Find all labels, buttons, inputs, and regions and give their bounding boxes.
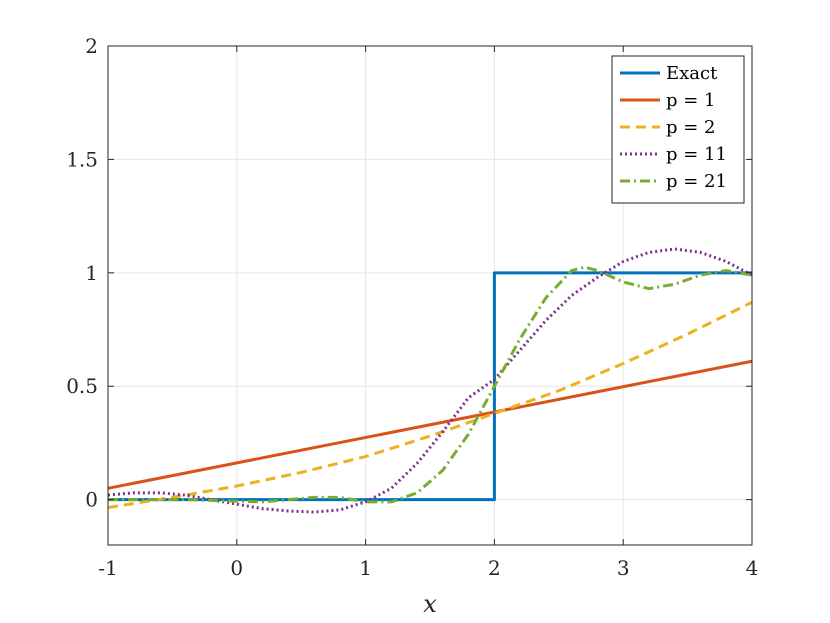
legend-label-0: Exact	[666, 63, 718, 84]
x-tick-label: -1	[98, 556, 117, 580]
axes-box	[107, 45, 753, 546]
x-tick-label: 0	[230, 556, 243, 580]
legend-label-4: p = 21	[666, 171, 727, 192]
legend-label-2: p = 2	[666, 117, 716, 138]
y-tick-label: 0	[85, 488, 98, 512]
series-line-1	[107, 359, 753, 490]
x-tick-label: 2	[488, 556, 501, 580]
series-line-3	[107, 247, 753, 514]
legend: Exact p = 1 p = 2 p = 11 p = 21	[611, 55, 745, 204]
series-layer	[107, 247, 753, 514]
legend-label-3: p = 11	[666, 144, 727, 165]
series-line-4	[108, 265, 753, 504]
y-tick-label: 0.5	[66, 374, 98, 398]
legend-box	[611, 55, 745, 204]
ticks	[107, 45, 753, 545]
y-tick-label: 1.5	[66, 147, 98, 171]
legend-label-1: p = 1	[666, 90, 716, 111]
x-tick-label: 4	[746, 556, 759, 580]
y-tick-label: 2	[85, 34, 98, 58]
x-axis-label: x	[423, 590, 437, 618]
tick-labels: -1 0 1 2 3 4 0 0.5 1 1.5 2	[66, 34, 758, 580]
y-tick-label: 1	[85, 261, 98, 285]
series-line-2	[107, 300, 753, 510]
x-tick-label: 1	[359, 556, 372, 580]
x-tick-label: 3	[617, 556, 630, 580]
